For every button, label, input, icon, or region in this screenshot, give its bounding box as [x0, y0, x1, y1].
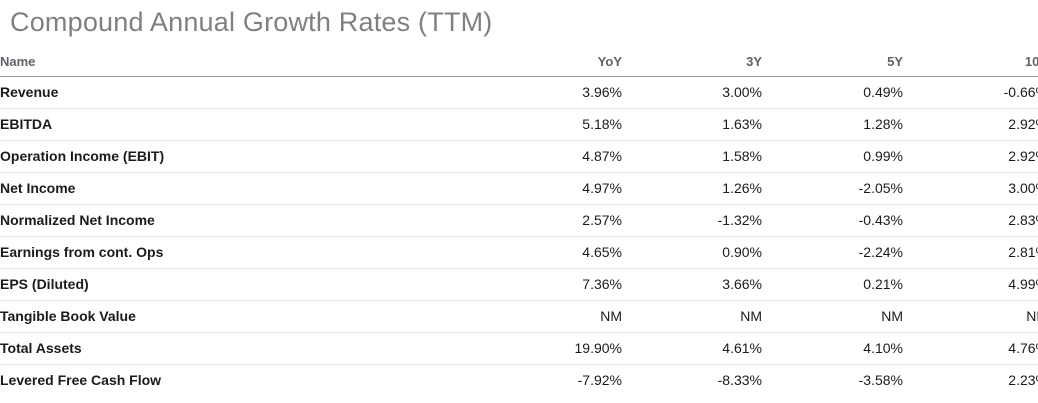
table-row: Levered Free Cash Flow -7.92% -8.33% -3.… — [0, 365, 1038, 397]
row-value-yoy: -7.92% — [577, 372, 622, 388]
row-label: Normalized Net Income — [0, 204, 482, 237]
table-header-row: Name YoY 3Y 5Y 10Y — [0, 38, 1038, 77]
row-label: Tangible Book Value — [0, 300, 482, 333]
row-value-5y: 1.28% — [762, 108, 903, 141]
row-value-3y: 1.63% — [622, 108, 762, 141]
row-value-yoy: NM — [482, 300, 622, 333]
row-value-3y: 3.00% — [622, 76, 762, 109]
row-value-3y: -1.32% — [622, 204, 762, 237]
row-value-5y: 0.49% — [762, 76, 903, 109]
table-row: Earnings from cont. Ops 4.65% 0.90% -2.2… — [0, 236, 1038, 269]
row-value-5y: -3.58% — [858, 372, 903, 388]
row-value-10y: 2.81% — [903, 236, 1038, 269]
row-value-10y: 4.99% — [903, 268, 1038, 301]
row-value-3y: 0.90% — [622, 236, 762, 269]
row-value-yoy: 5.18% — [482, 108, 622, 141]
row-value-3y: 1.58% — [622, 140, 762, 173]
row-value-yoy: 3.96% — [482, 76, 622, 109]
column-header-5y: 5Y — [762, 38, 903, 77]
row-value-5y: -2.05% — [762, 172, 903, 205]
row-value-10y: 3.00% — [903, 172, 1038, 205]
row-value-10y: 2.83% — [903, 204, 1038, 237]
row-value-5y: NM — [762, 300, 903, 333]
row-value-10y: -0.66% — [903, 76, 1038, 109]
column-header-10y: 10Y — [903, 38, 1038, 77]
table-row: EBITDA 5.18% 1.63% 1.28% 2.92% — [0, 108, 1038, 141]
table-row: Operation Income (EBIT) 4.87% 1.58% 0.99… — [0, 140, 1038, 173]
row-value-yoy: 4.87% — [482, 140, 622, 173]
row-label: Total Assets — [0, 332, 482, 365]
table-row: Normalized Net Income 2.57% -1.32% -0.43… — [0, 204, 1038, 237]
row-label: Earnings from cont. Ops — [0, 236, 482, 269]
row-value-yoy: 4.97% — [482, 172, 622, 205]
row-value-yoy: 2.57% — [482, 204, 622, 237]
row-label: Levered Free Cash Flow — [0, 372, 162, 388]
row-value-yoy: 7.36% — [482, 268, 622, 301]
column-header-3y: 3Y — [622, 38, 762, 77]
column-header-yoy: YoY — [482, 38, 622, 77]
row-value-5y: 0.99% — [762, 140, 903, 173]
row-value-3y: NM — [622, 300, 762, 333]
row-value-3y: 1.26% — [622, 172, 762, 205]
row-value-10y: 2.92% — [903, 140, 1038, 173]
row-value-10y: 2.23% — [1008, 372, 1038, 388]
row-value-10y: 2.92% — [903, 108, 1038, 141]
row-value-5y: 4.10% — [762, 332, 903, 365]
column-header-name: Name — [0, 38, 482, 77]
row-label: Revenue — [0, 76, 482, 109]
row-value-5y: -2.24% — [762, 236, 903, 269]
row-value-10y: NM — [903, 300, 1038, 333]
page-title: Compound Annual Growth Rates (TTM) — [10, 7, 493, 37]
row-value-3y: 3.66% — [622, 268, 762, 301]
row-label: EBITDA — [0, 108, 482, 141]
row-label: Net Income — [0, 172, 482, 205]
row-label: Operation Income (EBIT) — [0, 140, 482, 173]
row-value-5y: -0.43% — [762, 204, 903, 237]
row-value-3y: -8.33% — [717, 372, 762, 388]
row-label: EPS (Diluted) — [0, 268, 482, 301]
row-value-10y: 4.76% — [903, 332, 1038, 365]
row-value-yoy: 4.65% — [482, 236, 622, 269]
cagr-table: Name YoY 3Y 5Y 10Y Revenue 3.96% 3.00% 0… — [0, 38, 1038, 396]
table-row: Revenue 3.96% 3.00% 0.49% -0.66% — [0, 76, 1038, 109]
table-row: Net Income 4.97% 1.26% -2.05% 3.00% — [0, 172, 1038, 205]
row-value-yoy: 19.90% — [482, 332, 622, 365]
table-row: Tangible Book Value NM NM NM NM — [0, 300, 1038, 333]
row-value-3y: 4.61% — [622, 332, 762, 365]
row-value-5y: 0.21% — [762, 268, 903, 301]
table-row: Total Assets 19.90% 4.61% 4.10% 4.76% — [0, 332, 1038, 365]
table-row: EPS (Diluted) 7.36% 3.66% 0.21% 4.99% — [0, 268, 1038, 301]
